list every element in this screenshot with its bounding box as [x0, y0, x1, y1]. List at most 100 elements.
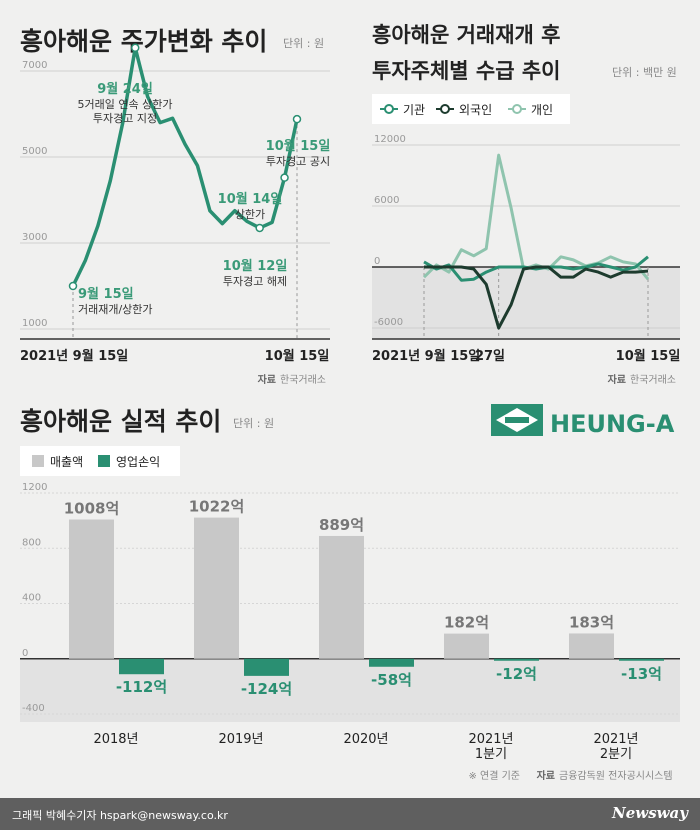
- legend-label-revenue: 매출액: [50, 455, 83, 469]
- operating-profit-label: -12억: [496, 665, 537, 683]
- stock-price-point: [292, 114, 302, 124]
- annotation-text: 투자경고 공시: [266, 155, 330, 168]
- annotation-date: 9월 24일: [97, 81, 153, 97]
- annotation-date: 10월 14일: [218, 191, 283, 207]
- chart3-title: 흥아해운 실적 추이: [20, 407, 221, 436]
- chart3-source-label: 자료: [537, 769, 555, 782]
- chart3-y-tick-label: 1200: [22, 482, 47, 493]
- legend-swatch-revenue: [32, 455, 44, 467]
- revenue-label: 1022억: [189, 498, 245, 516]
- chart3-y-tick-label: 0: [22, 648, 28, 659]
- revenue-bar: [319, 535, 364, 659]
- revenue-bar: [69, 519, 114, 659]
- foreign-line: [424, 265, 649, 330]
- chart1-y-tick-label: 3000: [22, 232, 47, 243]
- chart2-legend: 기관 외국인 개인: [372, 94, 570, 124]
- graphic-credit: 그래픽 박혜수기자 hspark@newsway.co.kr: [12, 809, 228, 822]
- operating-profit-bar: [244, 658, 289, 676]
- revenue-bar: [194, 517, 239, 659]
- chart3-category-label: 2020년: [343, 732, 388, 747]
- chart1-x-end-label: 10월 15일: [265, 348, 330, 364]
- infographic-canvas: 흥아해운 주가변화 추이 단위 : 원 7000 5000 3000 1000 9월 …: [20, 23, 680, 782]
- chart2-x-end-label: 10월 15일: [616, 348, 681, 364]
- chart3-category-label: 2021년: [593, 732, 638, 747]
- chart3-category-label: 1분기: [475, 747, 507, 762]
- legend-marker-foreign: [440, 104, 450, 114]
- chart3-category-label: 2분기: [600, 747, 632, 762]
- chart3-bars: 1008억 -112억 1022억 -124억 889억 -58억 182억 -12억 183억…: [64, 498, 664, 698]
- annotation-text: 투자경고 지정: [93, 112, 157, 125]
- legend-marker-institution: [384, 104, 394, 114]
- chart1-x-start-label: 2021년 9월 15일: [20, 348, 128, 364]
- chart2-legend-box: [372, 94, 570, 124]
- legend-swatch-operating-profit: [98, 455, 110, 467]
- chart3-category-label: 2019년: [218, 732, 263, 747]
- stock-price-point: [280, 173, 289, 182]
- chart3-unit: 단위 : 원: [233, 417, 274, 430]
- earnings-chart: 흥아해운 실적 추이 단위 : 원 HEUNG-A 매출액 영업손익 1200 8…: [20, 404, 680, 782]
- individual-line: [422, 153, 650, 281]
- stock-price-point: [130, 43, 140, 53]
- revenue-label: 1008억: [64, 500, 120, 518]
- chart3-category-label: 2018년: [93, 732, 138, 747]
- chart2-negative-area: [372, 267, 680, 339]
- chart3-y-tick-label: 800: [22, 537, 41, 548]
- chart3-legend: 매출액 영업손익: [20, 446, 180, 476]
- heung-a-logo-text: HEUNG-A: [550, 410, 675, 438]
- chart2-source: 한국거래소: [630, 374, 676, 386]
- chart2-x-mid-label: 27일: [475, 349, 505, 364]
- revenue-label: 183억: [569, 613, 614, 631]
- legend-label-foreign: 외국인: [459, 103, 492, 117]
- chart2-y-tick-label: 6000: [374, 195, 399, 206]
- footer-bar: 그래픽 박혜수기자 hspark@newsway.co.kr Newsway: [0, 798, 700, 830]
- chart1-series: [68, 43, 302, 291]
- chart1-y-tick-label: 1000: [22, 318, 47, 329]
- annotation-text: 거래재개/상한가: [78, 303, 153, 316]
- chart2-title-line2: 투자주체별 수급 추이: [372, 59, 561, 83]
- operating-profit-label: -58억: [371, 671, 412, 689]
- heung-a-logo: HEUNG-A: [491, 404, 675, 438]
- stock-price-point: [68, 281, 78, 291]
- chart1-y-tick-label: 7000: [22, 60, 47, 71]
- chart2-y-tick-label: -6000: [374, 317, 403, 328]
- operating-profit-bar: [369, 658, 414, 667]
- chart2-y-tick-label: 12000: [374, 134, 406, 145]
- chart2-x-start-label: 2021년 9월 15일: [372, 348, 480, 364]
- stock-price-point: [255, 223, 264, 233]
- legend-label-operating-profit: 영업손익: [116, 455, 160, 469]
- chart2-title-line1: 흥아해운 거래재개 후: [372, 23, 561, 47]
- annotation-text: 5거래일 연속 상한가: [78, 97, 173, 111]
- operating-profit-label: -124억: [241, 680, 292, 698]
- chart1-y-tick-label: 5000: [22, 146, 47, 157]
- chart3-note: ※ 연결 기준: [468, 770, 520, 782]
- heung-a-logo-bar: [505, 417, 529, 423]
- investor-flow-chart: 흥아해운 거래재개 후 투자주체별 수급 추이 단위 : 백만 원 기관 외국인…: [372, 23, 680, 386]
- chart1-source: 한국거래소: [280, 374, 326, 386]
- revenue-label: 889억: [319, 516, 364, 534]
- chart1-unit: 단위 : 원: [283, 37, 324, 50]
- chart2-gridlines: [372, 144, 680, 340]
- operating-profit-bar: [119, 658, 164, 675]
- chart1-y-ticks: 7000 5000 3000 1000: [22, 60, 47, 329]
- chart1-guides: [72, 119, 298, 339]
- chart1-gridlines: [20, 70, 330, 330]
- chart2-negative-band: [372, 267, 680, 339]
- newsway-logo: Newsway: [612, 804, 688, 822]
- revenue-label: 182억: [444, 614, 489, 632]
- chart2-y-ticks: 12000 6000 0 -6000: [374, 134, 406, 328]
- annotation-date: 10월 15일: [266, 138, 331, 154]
- operating-profit-label: -112억: [116, 678, 167, 696]
- revenue-bar: [569, 633, 614, 659]
- annotation-text: 투자경고 해제: [223, 274, 287, 288]
- chart3-y-ticks: 1200 800 400 0 -400: [22, 482, 47, 714]
- chart3-source: 금융감독원 전자공시시스템: [559, 770, 673, 782]
- institution-line: [423, 255, 649, 282]
- annotation-date: 9월 15일: [78, 286, 134, 302]
- operating-profit-label: -13억: [621, 665, 662, 683]
